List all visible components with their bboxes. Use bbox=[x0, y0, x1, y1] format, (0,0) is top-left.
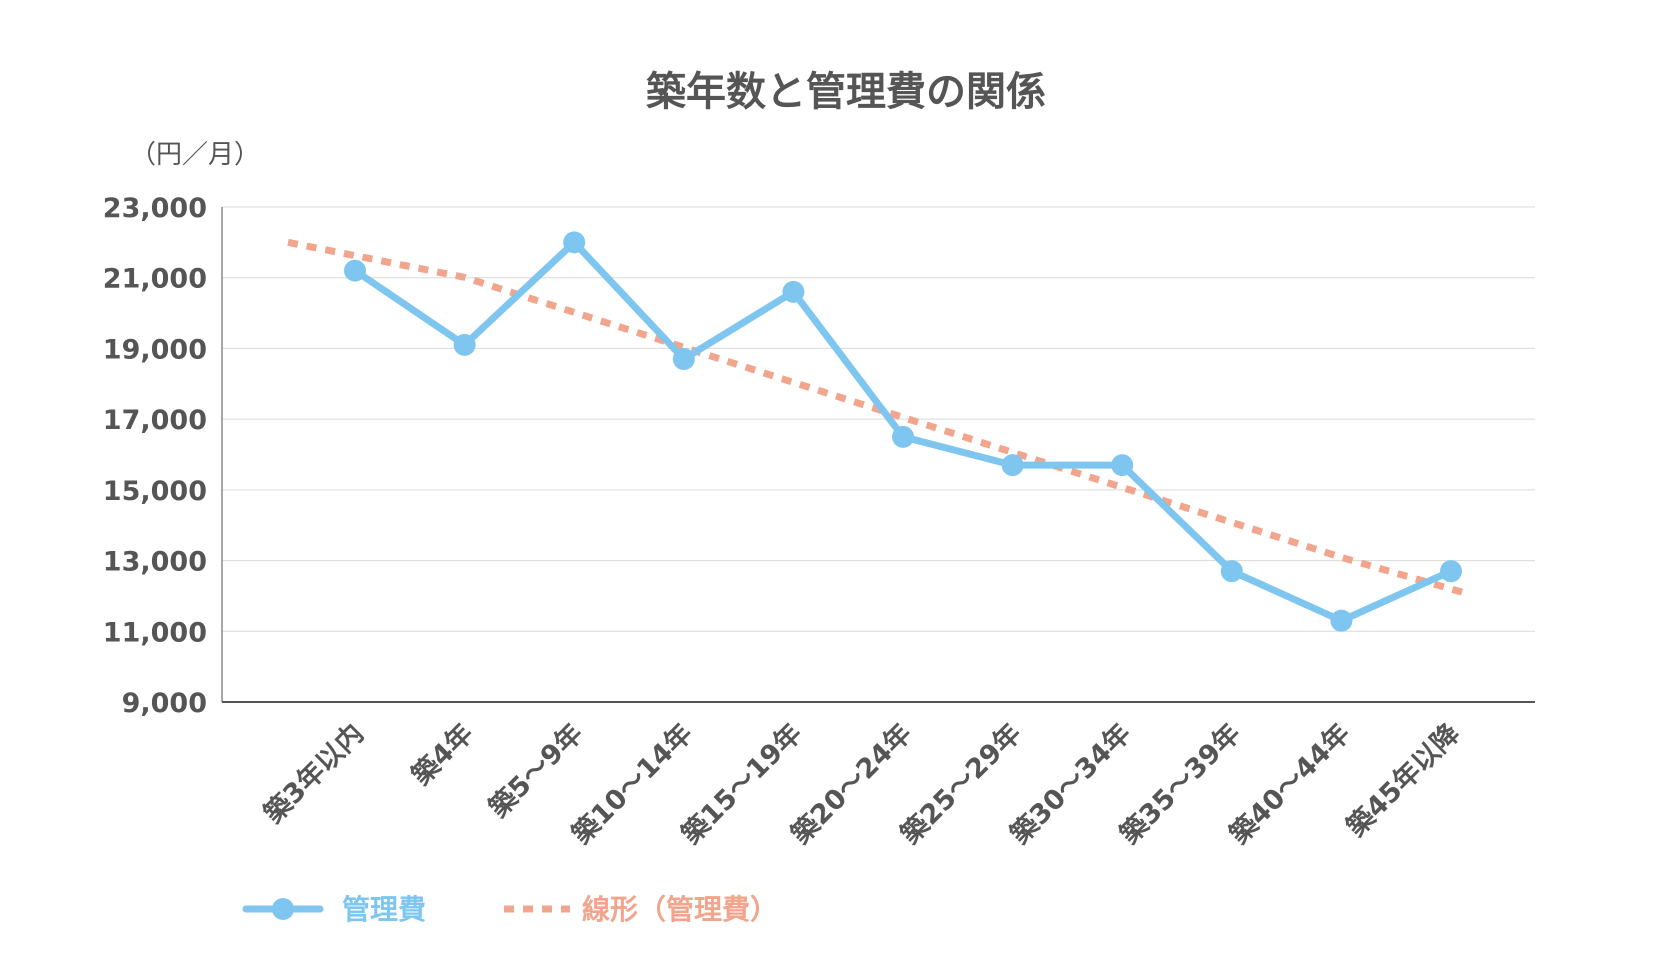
chart-title: 築年数と管理費の関係 bbox=[646, 69, 1046, 115]
data-point bbox=[1220, 560, 1243, 583]
data-point bbox=[1001, 454, 1024, 477]
series bbox=[287, 231, 1464, 632]
y-axis-unit-label: （円／月） bbox=[130, 140, 260, 170]
data-point bbox=[453, 333, 476, 356]
y-tick-label: 13,000 bbox=[103, 547, 207, 578]
axes bbox=[221, 207, 1535, 703]
y-tick-label: 17,000 bbox=[103, 405, 207, 436]
y-tick-label: 11,000 bbox=[103, 617, 207, 648]
gridlines bbox=[222, 206, 1535, 632]
y-tick-label: 9,000 bbox=[122, 688, 207, 719]
data-point bbox=[1330, 609, 1353, 632]
data-point bbox=[563, 231, 586, 254]
data-point bbox=[892, 425, 914, 448]
legend-item-trendline: 線形（管理費） bbox=[504, 893, 778, 926]
legend-swatch-marker bbox=[272, 898, 294, 920]
data-point bbox=[1111, 454, 1134, 477]
legend-label: 管理費 bbox=[342, 893, 426, 926]
series-trendline bbox=[287, 238, 1464, 596]
data-point bbox=[672, 348, 695, 371]
y-axis-ticks: 23,000 21,000 19,000 17,000 15,000 13,000 11,0… bbox=[103, 193, 207, 719]
y-tick-label: 23,000 bbox=[103, 193, 207, 224]
y-tick-label: 19,000 bbox=[103, 334, 207, 365]
legend: 管理費 線形（管理費） bbox=[242, 893, 778, 926]
legend-label: 線形（管理費） bbox=[582, 893, 778, 926]
legend-item-kanrihi: 管理費 bbox=[242, 893, 426, 926]
x-tick-label: 築45年以降 bbox=[1340, 717, 1467, 844]
data-point bbox=[344, 259, 366, 282]
x-tick-label: 築4年 bbox=[405, 717, 480, 792]
y-tick-label: 15,000 bbox=[103, 476, 207, 507]
data-point bbox=[782, 280, 805, 303]
x-tick-label: 築5～9年 bbox=[482, 717, 589, 824]
data-point bbox=[1440, 560, 1462, 583]
x-tick-label: 築3年以内 bbox=[257, 717, 370, 830]
y-tick-label: 21,000 bbox=[103, 264, 207, 295]
x-axis-ticks: 築3年以内 築4年 築5～9年築10～14年築15～19年築20～24年築25～29… bbox=[257, 717, 1467, 851]
